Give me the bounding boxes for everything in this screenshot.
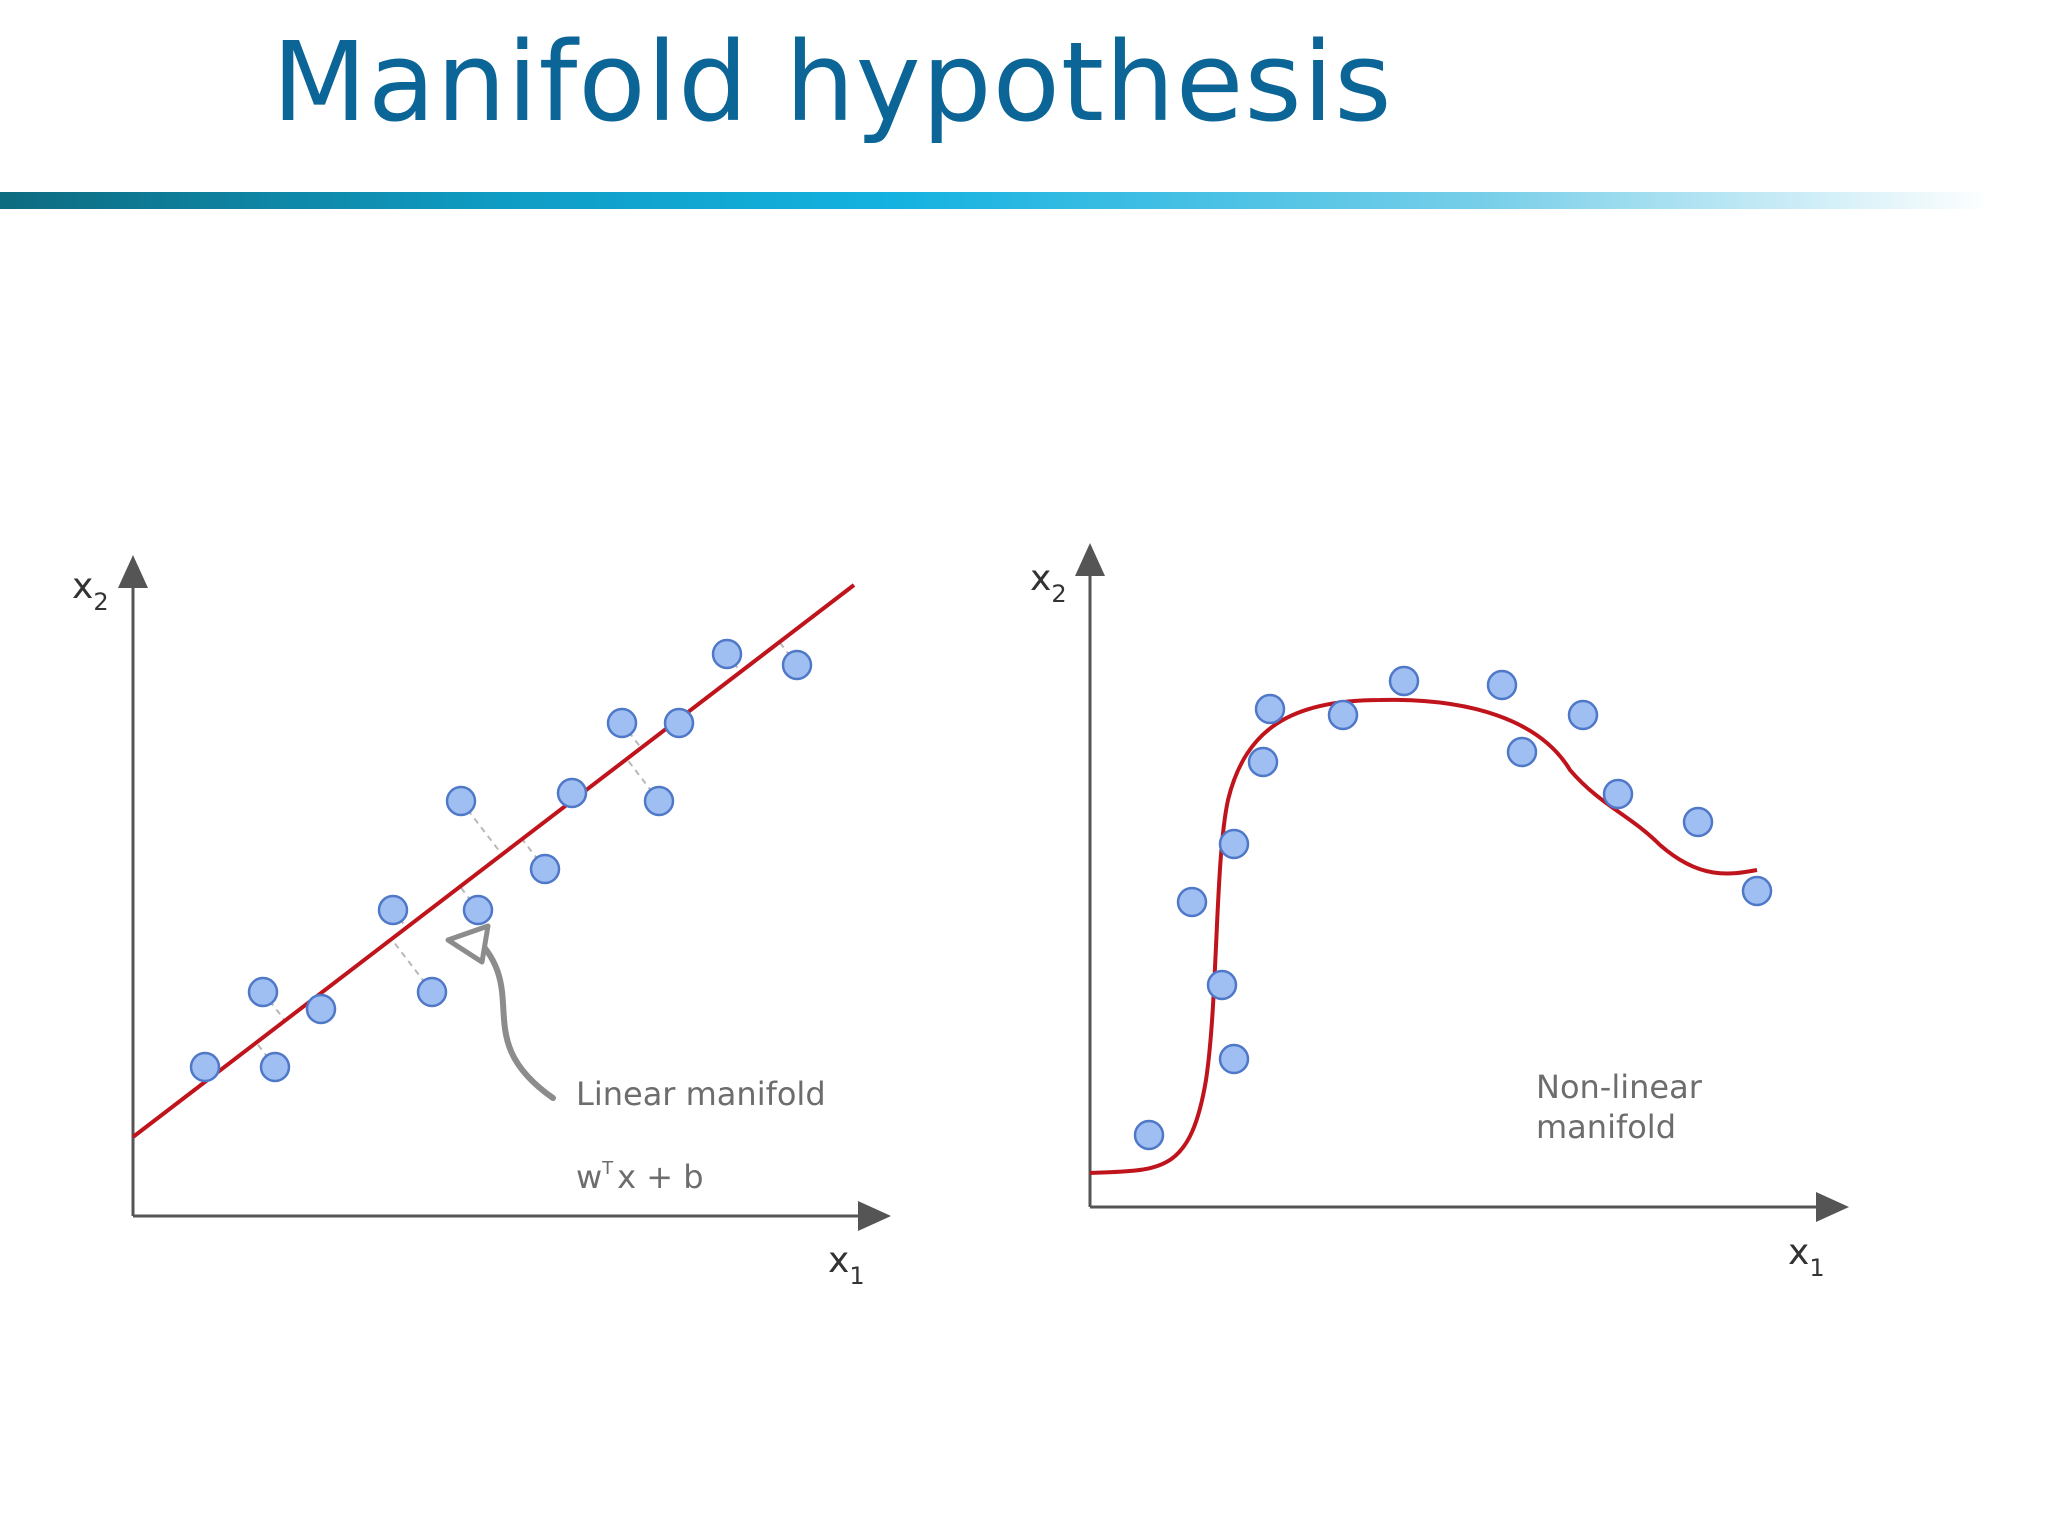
data-point: [445, 785, 477, 817]
data-point: [711, 638, 743, 670]
data-point: [259, 1051, 291, 1083]
nonlinear-manifold-label-line1: Non-linear: [1536, 1068, 1703, 1106]
linear-manifold-label: Linear manifold: [576, 1075, 826, 1113]
data-point: [247, 976, 279, 1008]
title-divider: [0, 192, 1990, 209]
data-point: [416, 976, 448, 1008]
right-y-axis-label: x2: [1030, 558, 1067, 608]
left-panel: x2 x1 Linear manifold wT x + b: [72, 555, 891, 1290]
annotation-arrow: [475, 937, 556, 1101]
data-point: [189, 1051, 221, 1083]
data-point: [1133, 1119, 1165, 1151]
data-point: [1486, 669, 1518, 701]
data-point: [305, 993, 337, 1025]
data-point: [1506, 736, 1538, 768]
data-point: [1602, 778, 1634, 810]
data-point: [1682, 806, 1714, 838]
data-point: [556, 777, 588, 809]
data-point: [1254, 693, 1286, 725]
data-point: [606, 707, 638, 739]
nonlinear-manifold-curve: [1089, 697, 1758, 1175]
left-y-axis-label: x2: [72, 566, 109, 616]
linear-equation: wT x + b: [576, 1158, 704, 1196]
data-point: [1327, 699, 1359, 731]
data-point: [1741, 875, 1773, 907]
right-x-axis-label: x1: [1788, 1232, 1825, 1282]
data-point: [1176, 886, 1208, 918]
slide-title: Manifold hypothesis: [272, 18, 1393, 146]
data-point: [781, 649, 813, 681]
right-panel: x2 x1 Non-linear manifold: [1030, 543, 1849, 1282]
left-data-points: [189, 638, 813, 1083]
data-point: [1388, 665, 1420, 697]
left-x-axis-label: x1: [828, 1240, 865, 1290]
right-data-points: [1133, 665, 1773, 1151]
linear-manifold-line: [131, 583, 856, 1139]
data-point: [462, 894, 494, 926]
data-point: [1218, 828, 1250, 860]
data-point: [1567, 699, 1599, 731]
data-point: [1206, 969, 1238, 1001]
data-point: [377, 894, 409, 926]
data-point: [529, 853, 561, 885]
annotation-arrowhead: [445, 923, 491, 965]
data-point: [643, 785, 675, 817]
data-point: [1247, 746, 1279, 778]
projection-line: [626, 758, 660, 802]
nonlinear-manifold-label-line2: manifold: [1536, 1108, 1676, 1146]
data-point: [1218, 1043, 1250, 1075]
data-point: [663, 707, 695, 739]
